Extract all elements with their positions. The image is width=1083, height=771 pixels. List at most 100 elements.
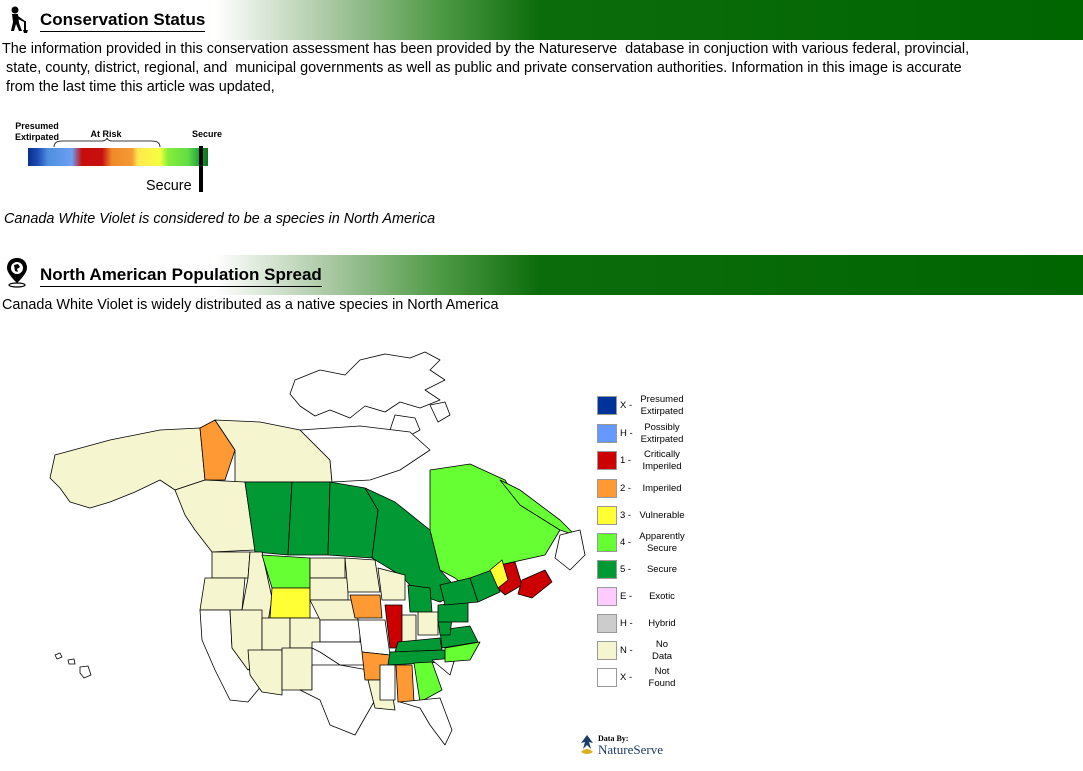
legend-label-line: Exotic (649, 591, 675, 602)
description-line: from the last time this article was upda… (2, 79, 275, 95)
legend-swatch (597, 641, 617, 660)
region-ontario (364, 487, 461, 603)
legend-label-line: Vulnerable (639, 510, 685, 521)
legend-label-line: Critically (644, 449, 680, 460)
legend-item: N - No Data (597, 637, 697, 663)
legend-item: 5 - Secure (597, 556, 697, 582)
legend-label: Hybrid (635, 618, 689, 630)
region-kansas (319, 619, 361, 643)
legend-label-line: No (655, 639, 669, 650)
legend-label-line: Possibly (644, 422, 680, 433)
population-sentence: Canada White Violet is widely distribute… (2, 297, 499, 313)
natureserve-logo-icon (581, 735, 593, 754)
legend-label: Imperiled (635, 483, 689, 495)
region-south-carolina (431, 657, 456, 676)
conservation-status-title: Conservation Status (40, 10, 206, 32)
legend-code: H - (620, 618, 633, 629)
description-line: The information provided in this conserv… (2, 41, 970, 57)
region-utah (261, 617, 291, 651)
legend-swatch (597, 533, 617, 552)
region-georgia (413, 661, 443, 703)
region-nova-scotia (517, 569, 553, 599)
legend-item: 2 - Imperiled (597, 475, 697, 501)
scale-label-presumed-extirpated: Presumed Extirpated (14, 121, 59, 142)
legend-item: X - Presumed Extirpated (597, 392, 697, 418)
region-south-dakota (309, 577, 349, 601)
legend-label-line: Hybrid (648, 618, 676, 629)
legend-item: H - Possibly Extirpated (597, 420, 697, 446)
legend-label: Secure (635, 564, 689, 576)
legend-label: No Data (635, 639, 689, 663)
region-montana (261, 554, 311, 589)
region-bc (174, 479, 256, 553)
legend-label-line: Extirpated (640, 434, 684, 445)
legend-item: 1 - Critically Imperiled (597, 447, 697, 473)
region-missouri (357, 619, 391, 656)
region-new-england (469, 569, 501, 603)
region-texas (299, 664, 376, 736)
legend-swatch (597, 451, 617, 470)
legend-swatch (597, 668, 617, 687)
region-saskatchewan (287, 481, 331, 556)
status-sentence: Canada White Violet is considered to be … (4, 211, 436, 227)
scale-label-at-risk: At Risk (90, 129, 122, 139)
status-marker (199, 146, 203, 192)
legend-code: 2 - (620, 483, 632, 494)
region-arizona (247, 649, 283, 696)
region-nebraska (309, 599, 359, 621)
legend-swatch (597, 424, 617, 443)
region-hawaii (54, 652, 92, 679)
scale-label-secure: Secure (191, 129, 223, 139)
region-wyoming (269, 587, 311, 619)
region-nunavut (299, 425, 431, 483)
region-maine (489, 559, 509, 589)
legend-code: 4 - (620, 537, 632, 548)
legend-code: X - (620, 400, 633, 411)
credit-name: NatureServe (598, 742, 663, 757)
person-planting-icon (11, 6, 28, 33)
legend-swatch (597, 587, 617, 606)
legend-label: Possibly Extirpated (635, 422, 689, 446)
region-minnesota (344, 557, 381, 593)
status-marker-label: Secure (146, 178, 192, 194)
region-oregon (199, 577, 246, 611)
legend-label: Presumed Extirpated (635, 394, 689, 418)
legend-label-line: Extirpated (640, 406, 684, 417)
region-mississippi (379, 664, 396, 701)
conservation-scale-bar (28, 148, 208, 166)
natureserve-credit: Data By: NatureServe (578, 734, 688, 760)
legend-label-line: Not (654, 666, 670, 677)
legend-label: Not Found (635, 666, 689, 690)
legend-label-line: Secure (646, 543, 678, 554)
map-pin-globe-icon (7, 258, 27, 288)
legend-code: 3 - (620, 510, 632, 521)
legend-label-line: Found (648, 678, 676, 689)
region-alaska (49, 427, 206, 509)
region-pennsylvania (437, 601, 469, 623)
region-florida (399, 697, 453, 746)
region-north-dakota (309, 557, 346, 579)
legend-label: Exotic (635, 591, 689, 603)
legend-label: Apparently Secure (635, 531, 689, 555)
legend-item: 4 - Apparently Secure (597, 529, 697, 555)
arctic-islands (289, 351, 446, 419)
legend-label-line: Secure (646, 564, 678, 575)
legend-code: 5 - (620, 564, 632, 575)
legend-code: N - (620, 645, 633, 656)
legend-label-line: Presumed (640, 394, 684, 405)
credit-by: Data By: (598, 734, 629, 743)
region-alabama (395, 664, 415, 703)
region-newfoundland (554, 529, 586, 571)
legend-swatch (597, 506, 617, 525)
conservation-status-header: Conservation Status (0, 0, 1083, 40)
north-america-distribution-map (49, 351, 586, 746)
legend-swatch (597, 479, 617, 498)
region-ohio (417, 611, 439, 636)
legend-swatch (597, 560, 617, 579)
legend-swatch (597, 614, 617, 633)
legend-item: E - Exotic (597, 583, 697, 609)
region-michigan (407, 584, 433, 613)
region-washington (211, 551, 251, 579)
legend-item: 3 - Vulnerable (597, 502, 697, 528)
conservation-description: The information provided in this conserv… (2, 40, 969, 97)
